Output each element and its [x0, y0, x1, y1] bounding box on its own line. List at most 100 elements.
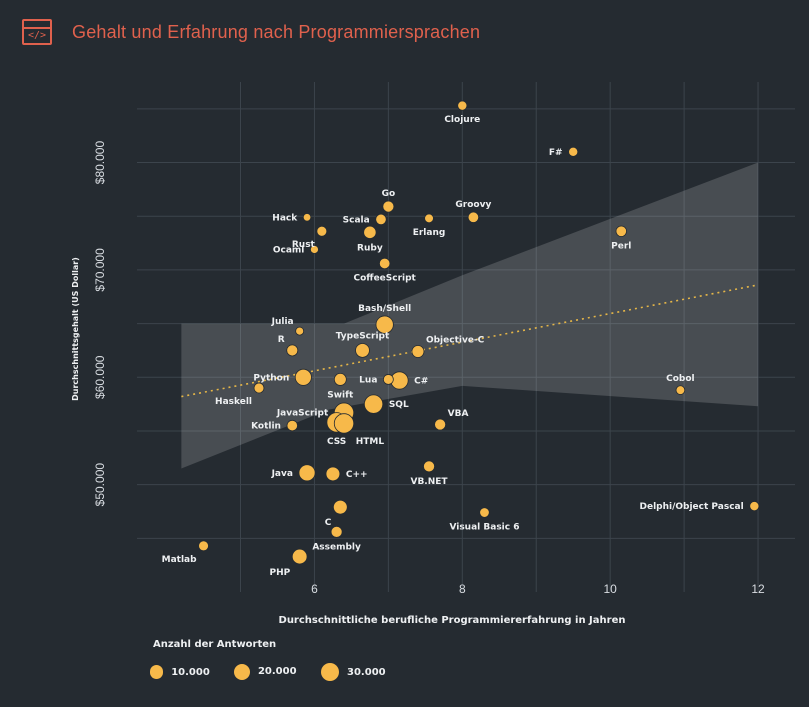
point-label: HTML — [356, 437, 385, 447]
point-label: Ruby — [357, 244, 383, 254]
y-tick-label: $70.000 — [93, 248, 107, 292]
data-point-julia — [295, 326, 305, 336]
data-point-erlang — [424, 213, 434, 224]
confidence-band-area — [181, 162, 759, 469]
data-point-groovy — [467, 211, 480, 223]
data-point-html — [333, 413, 355, 434]
trend-line — [181, 284, 759, 398]
data-point-f- — [568, 146, 579, 157]
data-point-delphi-object-pascal — [749, 501, 760, 512]
legend-title: Anzahl der Antworten — [153, 639, 277, 650]
point-label: C++ — [346, 470, 368, 480]
data-point-swift — [333, 372, 347, 386]
data-point-sql — [363, 394, 384, 414]
point-label: C — [325, 518, 332, 528]
data-point-rust — [316, 225, 328, 237]
legend-label: 20.000 — [257, 666, 297, 678]
grid — [137, 82, 795, 592]
legend-label: 30.000 — [347, 666, 386, 678]
confidence-band — [181, 162, 759, 469]
data-point-ruby — [363, 225, 377, 239]
point-label: Lua — [359, 375, 377, 385]
point-label: F# — [549, 148, 563, 158]
point-label: CSS — [327, 437, 346, 447]
point-label: CoffeeScript — [353, 274, 416, 284]
point-label: Groovy — [455, 200, 491, 210]
chart-title: Gehalt und Erfahrung nach Programmierspr… — [72, 21, 481, 42]
data-point-coffeescript — [378, 257, 391, 270]
legend-item: 30.000 — [320, 662, 386, 682]
y-tick-label: $80.000 — [93, 141, 107, 185]
point-label: Cobol — [666, 374, 695, 384]
point-label: Rust — [292, 240, 316, 250]
data-point-haskell — [253, 382, 265, 394]
data-point-lua — [382, 374, 394, 385]
point-label: Erlang — [413, 228, 446, 238]
data-point-clojure — [457, 100, 468, 111]
point-label: TypeScript — [336, 331, 390, 341]
legend-dot — [233, 663, 250, 681]
data-point-r — [286, 344, 299, 357]
point-label: PHP — [270, 568, 291, 578]
x-tick-label: 10 — [603, 582, 617, 596]
point-label: R — [278, 335, 285, 345]
point-label: Matlab — [162, 555, 197, 565]
point-label: Scala — [343, 215, 370, 225]
point-label: SQL — [389, 400, 409, 410]
data-point-ocaml — [310, 245, 319, 254]
data-point-cobol — [675, 385, 686, 395]
point-label: Perl — [611, 242, 631, 252]
y-axis-title: Durchschnittsgehalt (US Dollar) — [71, 257, 80, 401]
point-label: Kotlin — [251, 422, 281, 432]
data-point-php — [291, 548, 308, 565]
axis-ticks: 6 8 10 12 $50.000 $60.000 $70.000 $80.000 — [93, 141, 765, 596]
point-label: Clojure — [444, 115, 480, 125]
point-label: Java — [271, 469, 293, 479]
point-label: Hack — [272, 213, 298, 223]
point-label: Assembly — [312, 542, 361, 552]
legend-item: 10.000 — [150, 665, 210, 679]
data-point-vb-net — [423, 460, 435, 473]
data-point-hack — [302, 213, 312, 222]
point-label: VBA — [448, 409, 469, 419]
data-point-java — [298, 464, 316, 482]
point-labels: Clojure F# Go Groovy Hack Scala Erlang Rust Ruby… — [162, 115, 744, 578]
point-label: Julia — [271, 317, 294, 327]
legend-label: 10.000 — [171, 666, 210, 678]
size-legend: 10.000 20.000 30.000 — [150, 658, 410, 686]
data-point-bash-shell — [375, 315, 394, 334]
data-point-typescript — [355, 343, 370, 358]
legend-dot — [320, 662, 340, 682]
data-point-c- — [325, 466, 341, 482]
data-point-assembly — [330, 525, 343, 538]
data-point-scala — [375, 213, 387, 226]
trend-line-path — [181, 284, 759, 398]
data-point-kotlin — [286, 419, 298, 432]
point-label: C# — [414, 376, 428, 386]
y-tick-label: $60.000 — [93, 355, 107, 399]
point-label: Objective-C — [426, 335, 485, 345]
x-tick-label: 8 — [459, 582, 466, 596]
data-point-matlab — [198, 540, 209, 552]
legend-dot — [150, 665, 164, 679]
legend-item: 20.000 — [233, 663, 297, 681]
point-label: JavaScript — [276, 409, 329, 419]
point-label: VB.NET — [410, 477, 448, 487]
data-point-perl — [615, 225, 627, 237]
point-label: Python — [253, 373, 289, 383]
logo-glyph: </> — [27, 30, 47, 41]
data-points — [198, 100, 760, 565]
x-tick-label: 6 — [311, 582, 318, 596]
data-point-c — [332, 499, 348, 515]
data-point-python — [294, 368, 312, 386]
data-point-vba — [434, 418, 447, 431]
point-label: Go — [382, 189, 396, 199]
chart-header: </> Gehalt und Erfahrung nach Programmie… — [22, 14, 480, 50]
data-point-objective-c — [411, 345, 425, 358]
point-label: Delphi/Object Pascal — [640, 502, 744, 512]
data-point-go — [382, 200, 395, 213]
data-point-visual-basic-6 — [479, 507, 490, 518]
point-label: Visual Basic 6 — [449, 522, 519, 532]
point-label: Haskell — [215, 397, 252, 407]
